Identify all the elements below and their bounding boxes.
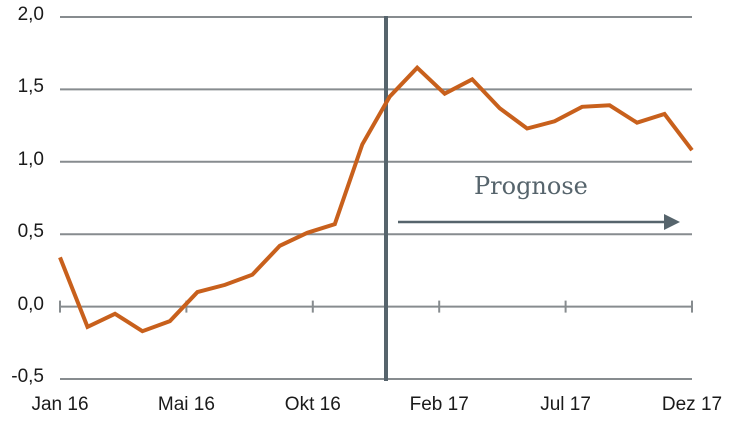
x-tick-label: Jan 16 <box>31 394 89 415</box>
y-tick-label: 1,5 <box>17 76 44 98</box>
y-tick-label: 0,5 <box>17 221 44 243</box>
x-tick-label: Dez 17 <box>661 394 723 415</box>
x-tick-label: Okt 16 <box>284 394 341 415</box>
y-tick-label: 0,0 <box>17 293 44 315</box>
y-tick-label: 1,0 <box>17 148 44 170</box>
x-tick-label: Feb 17 <box>409 394 469 415</box>
y-tick-label: 2,0 <box>17 4 44 25</box>
x-tick-label: Jul 17 <box>540 394 591 415</box>
arrow-right-icon <box>664 214 680 230</box>
forecast-label: Prognose <box>474 172 588 200</box>
x-tick-label: Mai 16 <box>157 394 215 415</box>
y-tick-label: -0,5 <box>11 366 44 387</box>
data-series-line <box>58 64 694 334</box>
